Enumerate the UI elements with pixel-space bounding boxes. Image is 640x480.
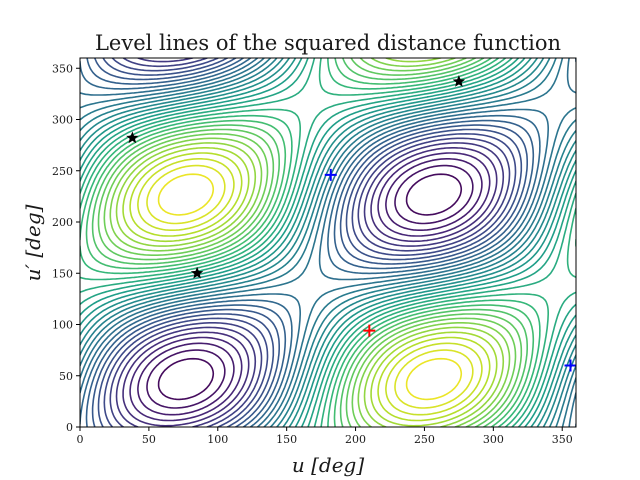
contour-level	[109, 58, 511, 427]
contour-level	[91, 58, 528, 427]
markers	[126, 75, 576, 372]
plus-marker	[564, 359, 576, 372]
contour-level	[137, 158, 483, 416]
y-tick-label: 200	[52, 216, 73, 229]
contour-level	[80, 58, 576, 427]
contour-level	[115, 58, 505, 427]
contour-level	[146, 164, 474, 409]
contour-level	[80, 58, 576, 427]
chart-title: Level lines of the squared distance func…	[95, 31, 561, 55]
contour-level	[80, 58, 576, 427]
star-marker	[126, 131, 139, 144]
contour-level	[80, 58, 576, 427]
x-tick-label: 150	[276, 433, 297, 446]
contour-level	[122, 147, 498, 427]
y-tick-label: 300	[52, 114, 73, 127]
x-tick-label: 50	[142, 433, 156, 446]
contour-level	[157, 173, 463, 401]
star-marker	[190, 266, 204, 279]
contour-level	[157, 173, 463, 401]
contour-level	[91, 58, 528, 427]
contour-level	[80, 58, 576, 427]
plus-marker	[363, 324, 376, 337]
star-marker	[452, 75, 466, 87]
contour-level	[129, 152, 491, 422]
contour-level	[103, 58, 517, 427]
contour-level	[85, 58, 535, 427]
contour-level	[80, 58, 576, 427]
contour-level	[109, 58, 511, 427]
contour-level	[137, 158, 483, 416]
y-tick-label: 150	[52, 267, 73, 280]
contour-lines	[80, 58, 576, 427]
plus-marker	[324, 168, 337, 181]
y-tick-label: 250	[52, 165, 73, 178]
contour-level	[80, 58, 576, 427]
x-tick-label: 200	[345, 433, 366, 446]
contour-level	[80, 58, 576, 427]
y-tick-label: 50	[59, 370, 73, 383]
plot-frame	[79, 57, 577, 428]
contour-level	[97, 58, 523, 427]
y-axis-label: u′ [deg]	[21, 204, 45, 281]
contour-level	[103, 58, 517, 427]
x-tick-label: 0	[77, 433, 84, 446]
y-tick-label: 100	[52, 319, 73, 332]
contour-level	[97, 58, 523, 427]
contour-level	[85, 58, 535, 427]
contour-level	[146, 164, 474, 409]
x-tick-label: 300	[483, 433, 504, 446]
x-tick-label: 100	[207, 433, 228, 446]
contour-level	[80, 58, 576, 427]
x-tick-label: 250	[414, 433, 435, 446]
contour-level	[122, 147, 498, 427]
contour-level	[129, 152, 491, 422]
y-tick-label: 350	[52, 62, 73, 75]
contour-level	[80, 58, 576, 427]
y-tick-label: 0	[66, 421, 73, 434]
x-axis-label: u [deg]	[292, 453, 364, 477]
x-tick-label: 350	[552, 433, 573, 446]
x-axis-ticks: 0 50 100 150 200 250 300 350	[77, 427, 573, 446]
contour-level	[115, 58, 505, 427]
y-axis-ticks: 0 50 100 150 200 250 300 350	[52, 62, 80, 434]
